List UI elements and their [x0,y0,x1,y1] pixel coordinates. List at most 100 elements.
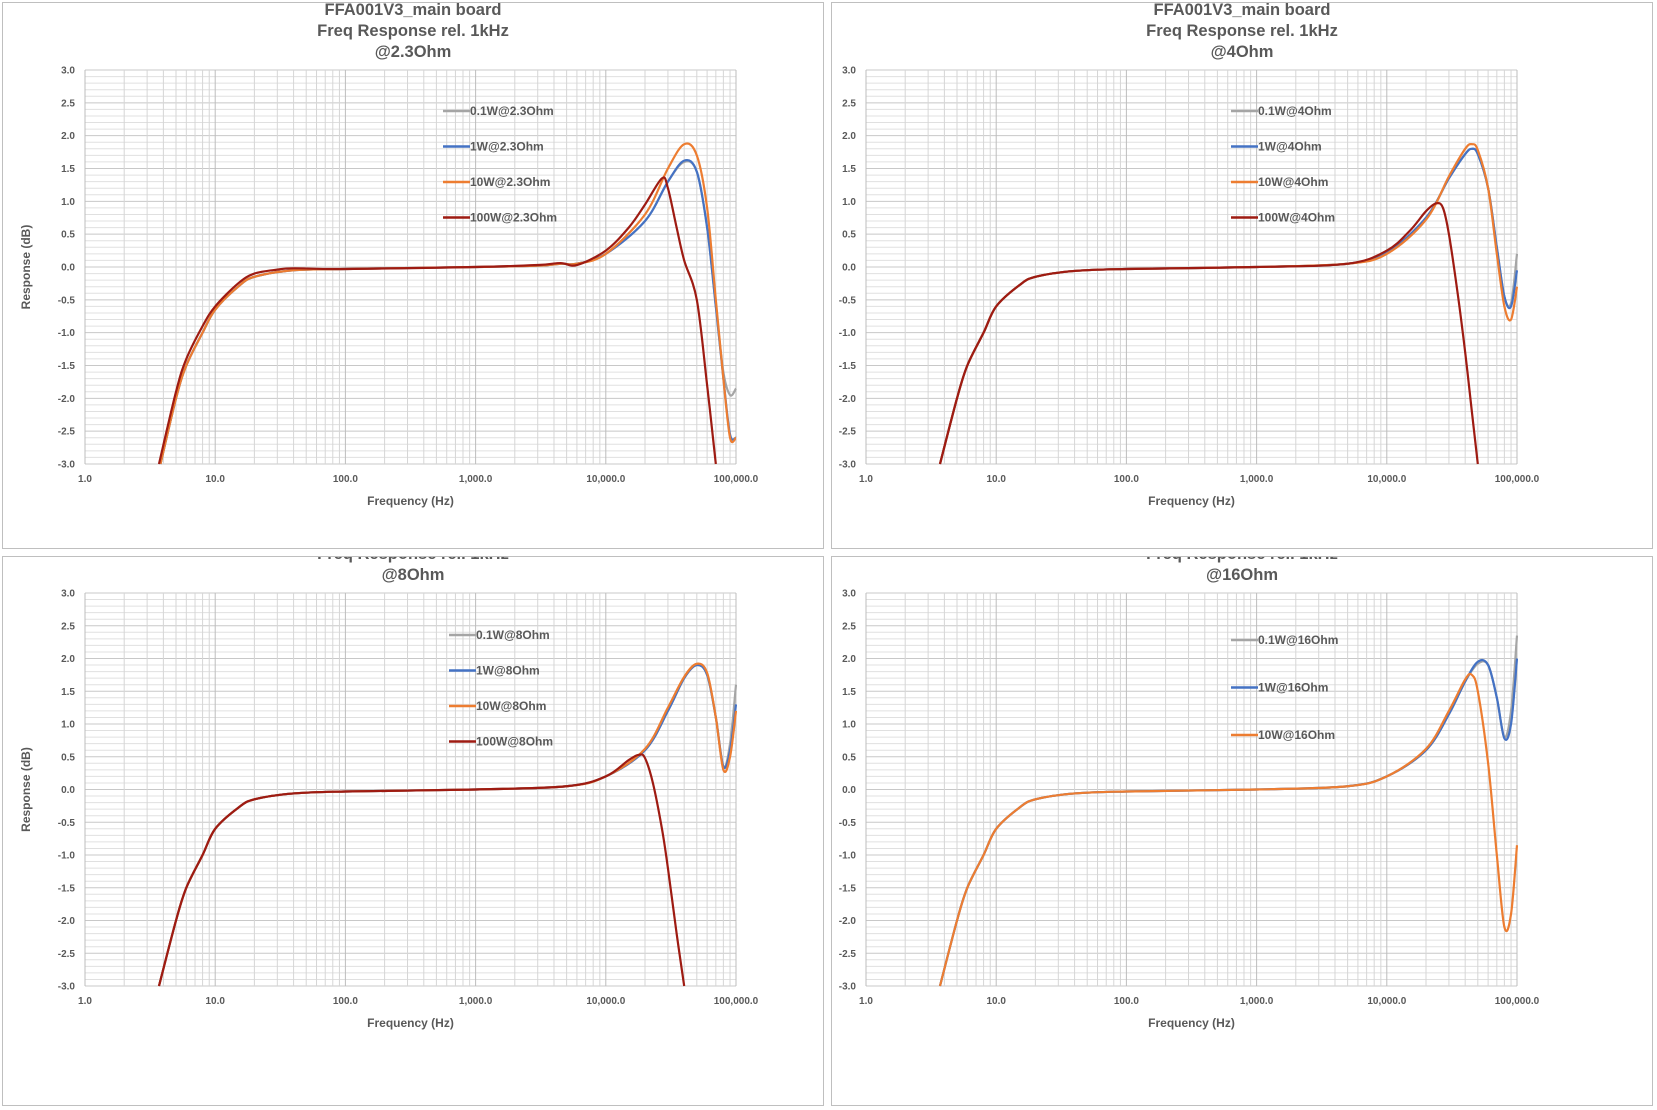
y-tick-label: -1.0 [58,851,76,862]
chart-title-line-3: @2.3Ohm [375,43,452,61]
legend-label: 1W@2.3Ohm [470,140,544,154]
x-tick-label: 1,000.0 [1240,996,1274,1007]
y-tick-label: -3.0 [58,982,76,993]
y-tick-label: -2.5 [839,427,857,438]
legend-label: 0.1W@2.3Ohm [470,104,554,118]
y-tick-label: -1.0 [58,328,76,339]
series-group [938,635,1518,987]
x-tick-label: 1,000.0 [459,996,493,1007]
x-tick-label: 1.0 [859,474,873,485]
series-line-4 [157,753,686,987]
y-tick-label: -3.0 [839,460,857,471]
x-tick-label: 10,000.0 [586,474,625,485]
y-tick-label: 3.0 [61,589,75,600]
y-tick-label: -0.5 [839,818,857,829]
y-tick-label: 0.0 [61,263,75,274]
chart-title-line-2: Freq Response rel. 1kHz [317,557,509,563]
y-tick-label: -1.5 [58,883,76,894]
y-tick-label: 2.0 [61,131,75,142]
y-tick-label: -2.0 [839,394,857,405]
y-tick-label: 0.5 [61,230,75,241]
legend-label: 0.1W@16Ohm [1258,633,1338,647]
x-tick-label: 10.0 [205,996,225,1007]
series-line-3 [159,142,737,465]
y-tick-label: 1.5 [842,687,856,698]
legend-label: 10W@16Ohm [1258,728,1335,742]
y-tick-label: 3.0 [842,589,856,600]
x-tick-label: 10.0 [986,474,1006,485]
legend-label: 100W@2.3Ohm [470,211,557,225]
y-tick-label: 1.0 [61,197,75,208]
series-group [938,142,1518,465]
legend-label: 0.1W@4Ohm [1258,104,1332,118]
x-tick-label: 1.0 [78,996,92,1007]
y-tick-label: -2.0 [58,394,76,405]
legend-label: 10W@4Ohm [1258,175,1328,189]
x-tick-label: 10,000.0 [1367,474,1406,485]
x-axis-label: Frequency (Hz) [1148,494,1235,508]
y-tick-label: 2.5 [842,621,856,632]
x-tick-label: 1.0 [859,996,873,1007]
grid [84,69,737,465]
grid [865,69,1518,465]
y-tick-label: 1.5 [61,164,75,175]
y-tick-label: -2.0 [58,916,76,927]
x-tick-label: 100,000.0 [1495,996,1540,1007]
x-axis-label: Frequency (Hz) [367,494,454,508]
x-tick-label: 10.0 [205,474,225,485]
y-tick-label: 2.0 [61,654,75,665]
grid [865,592,1518,987]
x-axis-label: Frequency (Hz) [1148,1016,1235,1030]
series-line-2 [157,663,737,987]
y-axis-label: Response (dB) [19,225,33,310]
legend-label: 1W@8Ohm [476,664,540,678]
chart-title-line-2: Freq Response rel. 1kHz [1146,22,1338,40]
y-tick-label: 3.0 [842,66,856,77]
y-tick-label: -0.5 [839,295,857,306]
y-tick-label: -0.5 [58,818,76,829]
chart-title-line-3: @16Ohm [1206,566,1278,584]
y-tick-label: 2.5 [61,98,75,109]
x-tick-label: 10.0 [986,996,1006,1007]
legend-label: 10W@2.3Ohm [470,175,550,189]
y-tick-label: -1.0 [839,328,857,339]
chart-title-line-2: Freq Response rel. 1kHz [1146,557,1338,563]
y-tick-label: 1.5 [61,687,75,698]
chart-title-line-3: @4Ohm [1211,43,1274,61]
x-tick-label: 1.0 [78,474,92,485]
y-tick-label: 0.0 [842,263,856,274]
y-tick-label: 0.5 [842,752,856,763]
legend: 0.1W@8Ohm 1W@8Ohm 10W@8Ohm 100W@8Ohm [449,628,553,749]
y-tick-label: 0.0 [842,785,856,796]
y-tick-label: -3.0 [839,982,857,993]
series-line-3 [157,662,737,987]
legend-label: 1W@4Ohm [1258,140,1322,154]
chart-title-line-2: Freq Response rel. 1kHz [317,22,509,40]
chart-svg: FFA001V3_main board Freq Response rel. 1k… [839,3,1540,508]
legend-label: 100W@4Ohm [1258,211,1335,225]
y-tick-label: 3.0 [61,66,75,77]
legend-label: 10W@8Ohm [476,699,546,713]
x-axis-label: Frequency (Hz) [367,1016,454,1030]
legend: 0.1W@2.3Ohm 1W@2.3Ohm 10W@2.3Ohm 100W@2.3Oh… [443,104,557,225]
x-tick-label: 100.0 [333,996,358,1007]
x-tick-label: 1,000.0 [1240,474,1274,485]
y-tick-label: -3.0 [58,460,76,471]
legend: 0.1W@4Ohm 1W@4Ohm 10W@4Ohm 100W@4Ohm [1231,104,1335,225]
y-tick-label: -1.0 [839,851,857,862]
series-line-3 [938,672,1518,987]
chart-panel-4ohm: FFA001V3_main board Freq Response rel. 1k… [831,2,1653,549]
y-tick-label: 0.5 [61,752,75,763]
chart-title-line-3: @8Ohm [382,566,445,584]
y-tick-label: 2.5 [842,98,856,109]
y-tick-label: 2.0 [842,131,856,142]
y-tick-label: -2.5 [839,949,857,960]
chart-title-line-1: FFA001V3_main board [325,3,502,19]
x-tick-label: 10,000.0 [1367,996,1406,1007]
y-tick-label: 1.0 [842,197,856,208]
y-axis-label: Response (dB) [19,747,33,832]
y-tick-label: -1.5 [839,883,857,894]
x-tick-label: 100,000.0 [1495,474,1540,485]
